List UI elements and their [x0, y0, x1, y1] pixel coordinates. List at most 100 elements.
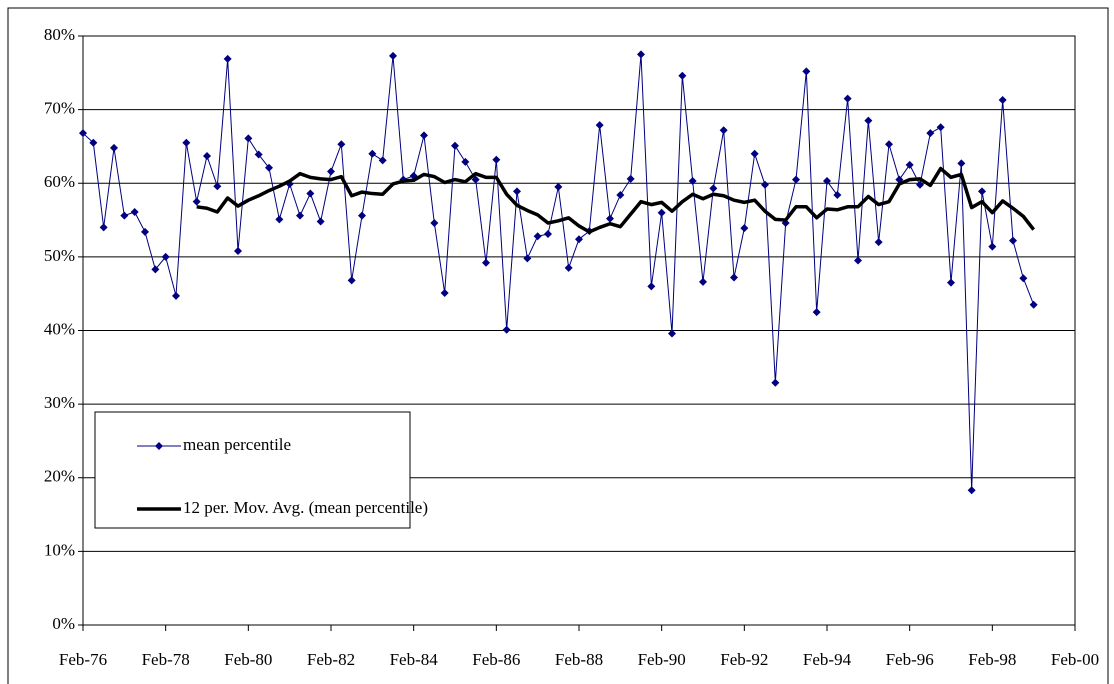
data-point	[668, 329, 676, 338]
data-point	[1029, 300, 1038, 309]
data-point	[771, 378, 780, 387]
data-point	[926, 129, 935, 138]
data-point	[699, 277, 707, 286]
data-point	[967, 486, 976, 495]
data-point	[440, 288, 449, 297]
data-point	[244, 134, 253, 143]
data-point	[492, 155, 501, 164]
data-point	[471, 175, 480, 184]
data-point	[688, 177, 697, 186]
data-point	[936, 123, 945, 132]
legend-box	[94, 411, 411, 529]
data-point	[141, 227, 149, 236]
series-line	[196, 166, 1036, 234]
data-point	[606, 214, 614, 223]
data-point	[203, 152, 211, 161]
data-point	[761, 180, 769, 189]
data-point	[192, 197, 201, 206]
data-point	[368, 149, 377, 158]
y-tick-label: 70%	[44, 99, 75, 118]
data-point	[110, 143, 118, 152]
data-point	[730, 273, 738, 282]
data-point	[182, 138, 191, 147]
data-point	[812, 308, 821, 317]
data-point	[575, 235, 583, 244]
legend-label: mean percentile	[183, 435, 291, 454]
data-point	[843, 94, 852, 103]
x-tick-label: Feb-98	[968, 650, 1016, 669]
data-point	[265, 163, 273, 172]
data-point	[709, 184, 718, 193]
data-point	[347, 276, 356, 285]
data-point	[99, 223, 108, 232]
data-point	[389, 51, 397, 60]
data-point	[161, 252, 170, 261]
data-point	[802, 67, 811, 76]
data-point	[461, 157, 470, 166]
legend-marker	[155, 442, 163, 450]
data-point	[905, 160, 914, 169]
data-point	[988, 242, 997, 251]
y-tick-label: 30%	[44, 393, 75, 412]
data-point	[213, 182, 222, 191]
data-point	[234, 246, 242, 255]
data-point	[502, 325, 511, 334]
data-point	[130, 207, 139, 216]
data-point	[998, 96, 1007, 105]
data-point	[544, 230, 552, 239]
data-point	[647, 282, 656, 291]
data-point	[740, 224, 749, 233]
data-point	[358, 211, 366, 220]
chart-frame	[7, 7, 1109, 684]
x-tick-label: Feb-86	[472, 650, 520, 669]
data-point	[678, 71, 687, 80]
data-point	[616, 191, 625, 200]
data-point	[1019, 274, 1028, 283]
data-point	[327, 167, 335, 176]
data-point	[854, 256, 862, 265]
data-point	[719, 126, 728, 135]
data-point	[957, 159, 966, 168]
data-point	[947, 278, 955, 287]
data-point	[151, 265, 160, 274]
x-tick-label: Feb-82	[307, 650, 355, 669]
x-tick-label: Feb-92	[720, 650, 768, 669]
data-point	[533, 232, 542, 241]
data-point	[378, 156, 387, 165]
y-tick-label: 0%	[52, 614, 75, 633]
data-point	[657, 208, 666, 217]
y-tick-label: 10%	[44, 540, 75, 559]
data-point	[1009, 236, 1017, 245]
data-point	[864, 116, 873, 125]
data-point	[978, 187, 986, 196]
data-point	[885, 140, 893, 149]
data-point	[316, 217, 325, 226]
data-point	[792, 175, 800, 184]
data-point	[451, 141, 459, 150]
y-tick-label: 50%	[44, 246, 75, 265]
x-tick-label: Feb-78	[142, 650, 190, 669]
y-tick-label: 20%	[44, 467, 75, 486]
legend-label: 12 per. Mov. Avg. (mean percentile)	[183, 498, 428, 517]
y-tick-label: 60%	[44, 172, 75, 191]
x-tick-label: Feb-84	[390, 650, 439, 669]
data-point	[564, 263, 573, 272]
data-point	[874, 238, 883, 247]
x-tick-label: Feb-80	[224, 650, 272, 669]
x-tick-label: Feb-90	[638, 650, 686, 669]
data-point	[637, 50, 645, 59]
data-point	[306, 189, 315, 198]
data-point	[823, 177, 831, 186]
data-point	[254, 150, 263, 159]
x-tick-label: Feb-88	[555, 650, 603, 669]
data-point	[750, 149, 759, 158]
data-point	[513, 187, 521, 196]
data-point	[916, 180, 924, 189]
data-point	[296, 211, 304, 220]
data-point	[172, 291, 180, 300]
data-point	[223, 54, 232, 63]
data-point	[482, 258, 490, 267]
y-tick-label: 80%	[44, 25, 75, 44]
y-tick-label: 40%	[44, 319, 75, 338]
